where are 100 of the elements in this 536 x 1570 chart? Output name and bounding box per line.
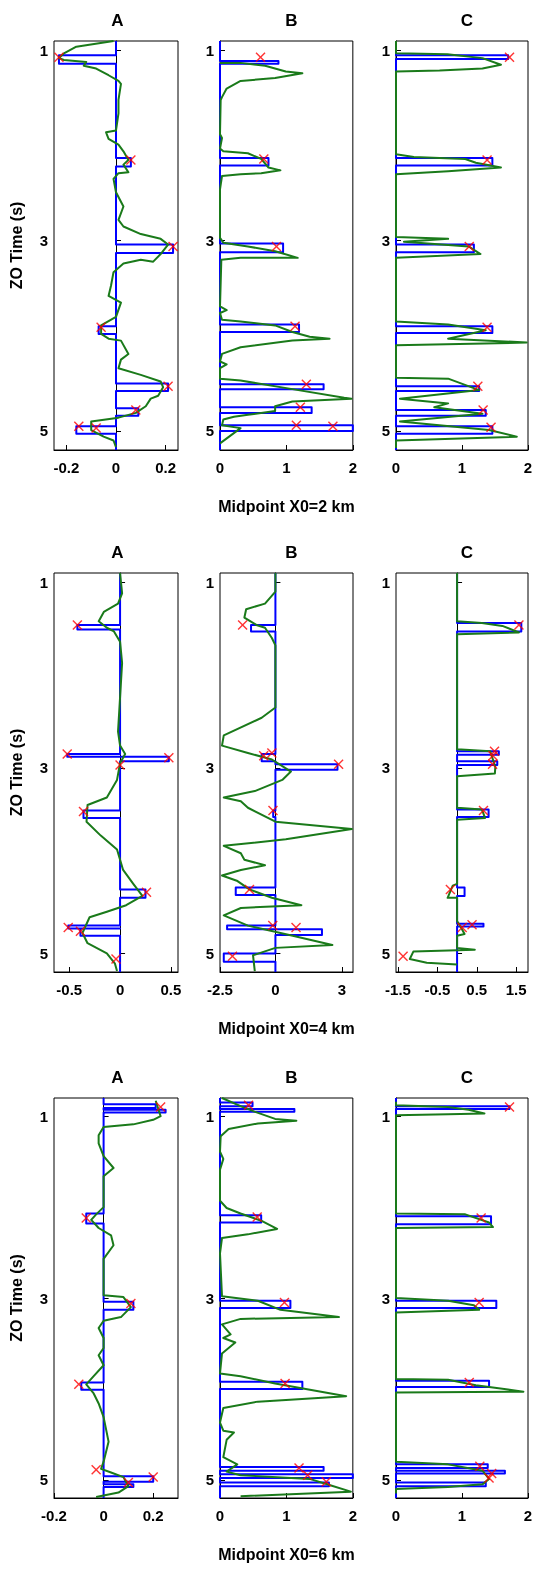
- point: [96, 322, 107, 333]
- point: [72, 619, 83, 630]
- x-tick-label: 0.5: [466, 981, 488, 998]
- point: [290, 321, 301, 332]
- point: [125, 1298, 136, 1309]
- point: [125, 154, 136, 165]
- point: [141, 887, 152, 898]
- x-tick-label: 1: [457, 1507, 467, 1524]
- point: [295, 402, 306, 413]
- x-tick-label: 2: [523, 459, 533, 476]
- point: [474, 1297, 485, 1308]
- x-tick-label: 1: [457, 459, 467, 476]
- point: [478, 805, 489, 816]
- point: [504, 1102, 515, 1113]
- point: [321, 1476, 332, 1487]
- point: [333, 759, 344, 770]
- x-axis-title: Midpoint X0=6 km: [218, 1545, 355, 1563]
- point: [53, 52, 64, 63]
- point: [123, 1477, 134, 1488]
- point: [267, 920, 278, 931]
- point: [227, 951, 238, 962]
- x-tick-label: 1.5: [505, 981, 527, 998]
- point: [81, 1213, 92, 1223]
- x-tick-label: 3: [337, 981, 347, 998]
- x-tick-label: 0: [271, 981, 280, 998]
- y-tick-label: 1: [39, 1107, 48, 1125]
- chart-title: B: [285, 543, 298, 562]
- point: [255, 52, 266, 63]
- point: [301, 379, 312, 390]
- chart-title: C: [460, 1068, 474, 1087]
- point: [279, 1297, 290, 1308]
- chart-title: C: [460, 11, 474, 30]
- point: [291, 420, 302, 431]
- point: [130, 405, 141, 416]
- point: [148, 1472, 159, 1483]
- chart-title: A: [111, 543, 124, 562]
- point: [484, 1473, 495, 1483]
- y-tick-label: 1: [205, 42, 214, 60]
- x-tick-label: 0: [215, 1507, 225, 1524]
- chart-title: B: [285, 11, 298, 30]
- point: [467, 919, 478, 930]
- point: [258, 750, 269, 761]
- y-tick-label: 3: [205, 759, 214, 777]
- x-tick-label: -0.2: [41, 1507, 67, 1524]
- point: [252, 1212, 263, 1223]
- y-tick-label: 5: [381, 422, 390, 440]
- point: [294, 1463, 305, 1473]
- y-tick-label: 3: [381, 759, 390, 777]
- point: [155, 1102, 166, 1113]
- point: [237, 619, 248, 630]
- x-tick-label: 0.2: [142, 1507, 164, 1524]
- x-tick-label: 0: [115, 981, 125, 998]
- y-tick-label: 3: [205, 232, 214, 250]
- y-tick-label: 1: [205, 1107, 214, 1125]
- chart-title: C: [460, 543, 474, 562]
- y-tick-label: 5: [39, 944, 48, 962]
- point: [258, 153, 269, 164]
- y-tick-label: 3: [381, 1289, 390, 1307]
- point: [464, 241, 475, 252]
- x-tick-label: 2: [348, 459, 357, 476]
- x-tick-label: -0.2: [53, 459, 80, 476]
- point: [73, 1379, 84, 1390]
- y-axis-title: ZO Time (s): [7, 728, 25, 817]
- point: [63, 922, 74, 933]
- chart-title: A: [111, 11, 124, 30]
- y-tick-label: 3: [205, 1289, 214, 1307]
- point: [78, 806, 89, 817]
- y-tick-label: 1: [381, 573, 390, 591]
- point: [482, 322, 493, 333]
- point: [266, 748, 277, 759]
- point: [291, 922, 302, 933]
- y-tick-label: 5: [381, 1471, 390, 1489]
- y-tick-label: 1: [381, 1107, 390, 1125]
- y-axis-title: ZO Time (s): [7, 1254, 25, 1342]
- point: [302, 1470, 313, 1481]
- x-tick-label: 0: [215, 459, 225, 476]
- point: [280, 1378, 291, 1389]
- point: [474, 1461, 485, 1472]
- point: [243, 1100, 254, 1111]
- y-tick-label: 5: [39, 1471, 48, 1489]
- point: [91, 423, 102, 434]
- x-tick-label: 2: [348, 1507, 357, 1524]
- point: [115, 760, 126, 771]
- y-tick-label: 3: [381, 232, 390, 250]
- y-axis-title: ZO Time (s): [7, 201, 25, 290]
- point: [457, 922, 468, 933]
- point: [486, 422, 497, 433]
- point: [487, 759, 498, 770]
- x-tick-label: -2.5: [207, 981, 233, 998]
- y-tick-label: 3: [39, 232, 48, 250]
- point: [91, 1464, 102, 1475]
- point: [271, 241, 282, 252]
- x-tick-label: 2: [523, 1507, 533, 1524]
- point: [478, 405, 489, 416]
- y-tick-label: 1: [39, 42, 48, 60]
- x-axis-title: Midpoint X0=4 km: [218, 1019, 355, 1037]
- point: [327, 421, 338, 432]
- point: [75, 926, 86, 937]
- x-tick-label: 0.5: [160, 981, 182, 998]
- point: [244, 884, 255, 895]
